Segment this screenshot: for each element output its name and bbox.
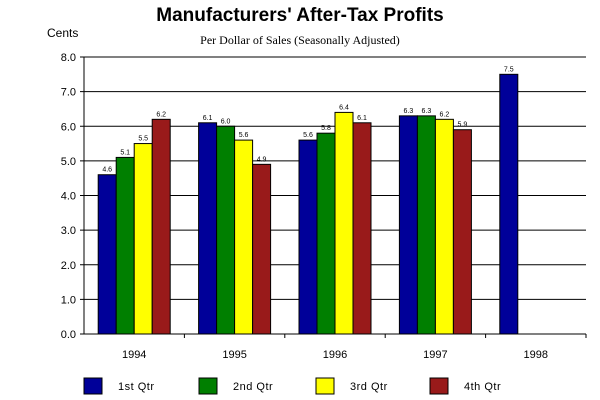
data-label: 5.5 (138, 136, 148, 143)
legend-label: 4th Qtr (464, 381, 501, 393)
y-tick-label: 3.0 (61, 225, 76, 237)
y-axis-label: Cents (47, 26, 79, 40)
x-tick-label: 1994 (122, 349, 146, 361)
legend-swatch (198, 377, 218, 395)
data-label: 6.2 (156, 111, 166, 118)
chart-subtitle: Per Dollar of Sales (Seasonally Adjusted… (200, 33, 400, 47)
data-label: 5.6 (303, 132, 313, 139)
bar (133, 143, 153, 335)
chart-title: Manufacturers' After-Tax Profits (156, 5, 444, 26)
data-label: 7.5 (504, 66, 514, 73)
legend-swatch (429, 377, 449, 395)
y-tick-label: 5.0 (61, 156, 76, 168)
legend-swatch (83, 377, 103, 395)
data-label: 6.1 (357, 115, 367, 122)
bar (252, 163, 272, 335)
legend-label: 3rd Qtr (350, 381, 388, 393)
bar (216, 125, 236, 335)
bar (198, 122, 218, 335)
bar (298, 139, 318, 335)
y-tick-label: 8.0 (61, 52, 76, 64)
bar (416, 115, 436, 335)
y-tick-label: 0.0 (61, 329, 76, 341)
data-label: 4.6 (102, 167, 112, 174)
data-label: 4.9 (257, 156, 267, 163)
data-label: 5.6 (239, 132, 249, 139)
y-tick-label: 4.0 (61, 191, 76, 203)
bar (352, 122, 372, 335)
y-tick-label: 2.0 (61, 260, 76, 272)
legend-swatch (315, 377, 335, 395)
bar (452, 129, 472, 335)
legend-label: 1st Qtr (118, 381, 155, 393)
bar (97, 174, 117, 335)
data-label: 6.1 (203, 115, 213, 122)
data-label: 6.0 (221, 118, 231, 125)
bar (151, 118, 171, 335)
y-tick-label: 1.0 (61, 294, 76, 306)
bar (234, 139, 254, 335)
bar (115, 156, 135, 335)
bar (334, 111, 354, 335)
data-label: 5.9 (458, 122, 468, 129)
data-label: 6.2 (440, 111, 450, 118)
x-tick-label: 1996 (323, 349, 347, 361)
data-label: 6.4 (339, 104, 349, 111)
bar (316, 132, 336, 335)
y-tick-label: 7.0 (61, 87, 76, 99)
x-tick-label: 1995 (222, 349, 246, 361)
x-tick-label: 1998 (524, 349, 548, 361)
bar (398, 115, 418, 335)
x-tick-label: 1997 (423, 349, 447, 361)
data-label: 5.1 (120, 149, 130, 156)
y-tick-label: 6.0 (61, 121, 76, 133)
bar (499, 73, 519, 335)
legend-label: 2nd Qtr (233, 381, 273, 393)
data-label: 6.3 (404, 108, 414, 115)
bar (434, 118, 454, 335)
data-label: 5.8 (321, 125, 331, 132)
data-label: 6.3 (422, 108, 432, 115)
